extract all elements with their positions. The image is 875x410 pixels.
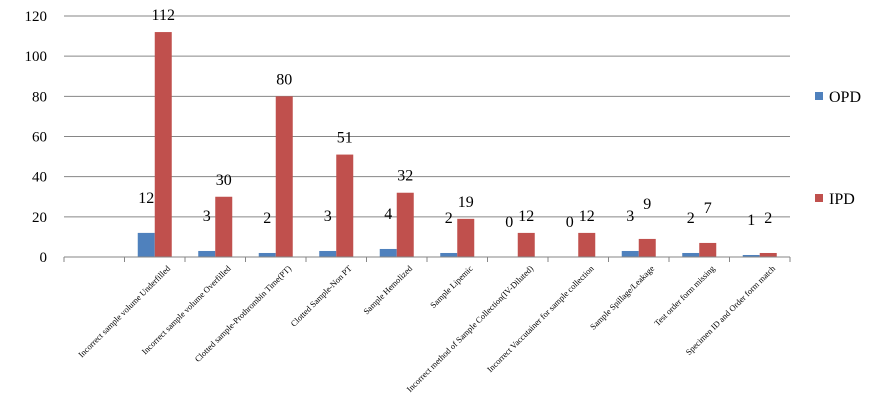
y-tick-label: 20 bbox=[32, 210, 47, 226]
data-label-opd: 2 bbox=[445, 210, 453, 227]
bar-opd bbox=[137, 232, 155, 257]
data-label-ipd: 19 bbox=[458, 194, 474, 211]
data-label-ipd: 51 bbox=[337, 130, 353, 147]
y-tick-label: 80 bbox=[32, 89, 47, 105]
y-tick-label: 120 bbox=[25, 9, 48, 25]
bar-opd bbox=[621, 250, 639, 257]
x-category-label: Test order form missing bbox=[652, 263, 717, 328]
gridlines bbox=[64, 15, 790, 218]
y-tick-label: 100 bbox=[25, 49, 48, 65]
bar-ipd bbox=[336, 154, 354, 257]
x-category-label: Incorrect sample volume Underfilled bbox=[76, 263, 173, 360]
data-label-ipd: 32 bbox=[397, 168, 413, 185]
y-tick-label: 0 bbox=[40, 250, 48, 266]
bar-opd bbox=[742, 254, 760, 257]
x-category-label: Clotted Sample-Non PT bbox=[288, 263, 354, 329]
data-label-ipd: 80 bbox=[276, 71, 292, 88]
data-label-ipd: 12 bbox=[579, 208, 595, 225]
x-category-label: Incorrect Vaccutainer for sample collect… bbox=[485, 263, 596, 374]
bar-ipd bbox=[517, 232, 535, 257]
y-tick-label: 40 bbox=[32, 170, 47, 186]
bar-opd bbox=[440, 252, 458, 257]
y-tick-label: 60 bbox=[32, 130, 47, 146]
data-label-opd: 0 bbox=[505, 214, 513, 231]
data-label-opd: 3 bbox=[324, 208, 332, 225]
data-label-ipd: 12 bbox=[518, 208, 534, 225]
data-label-opd: 0 bbox=[566, 214, 574, 231]
x-category-label: Sample Spillage/Leakage bbox=[588, 263, 656, 331]
x-category-label: Sample Lipemic bbox=[428, 263, 475, 310]
bar-ipd bbox=[275, 96, 293, 257]
bar-ipd bbox=[396, 192, 414, 257]
legend-label-ipd: IPD bbox=[829, 191, 855, 208]
bar-ipd bbox=[638, 238, 656, 257]
data-label-opd: 3 bbox=[203, 208, 211, 225]
data-label-ipd: 112 bbox=[152, 7, 175, 24]
bar-opd bbox=[198, 250, 216, 257]
bar-ipd bbox=[215, 196, 233, 257]
data-label-ipd: 30 bbox=[216, 172, 232, 189]
bar-opd bbox=[682, 252, 700, 257]
bar-opd bbox=[258, 252, 276, 257]
bar-opd bbox=[379, 248, 397, 257]
legend-swatch-ipd bbox=[815, 194, 823, 202]
bar-ipd bbox=[578, 232, 596, 257]
bar-ipd bbox=[457, 218, 475, 257]
data-label-opd: 2 bbox=[263, 210, 271, 227]
data-label-ipd: 7 bbox=[704, 200, 712, 217]
x-category-label: Clotted sample-Prothrombin Time(PT) bbox=[193, 263, 294, 364]
x-axis bbox=[63, 256, 791, 262]
x-category-label: Incorrect method of Sample Collection(IV… bbox=[404, 263, 535, 394]
data-label-opd: 3 bbox=[626, 208, 634, 225]
data-label-ipd: 9 bbox=[643, 196, 651, 213]
data-label-opd: 4 bbox=[384, 206, 392, 223]
bar-ipd bbox=[699, 242, 717, 257]
y-axis-ticks: 0 20 40 60 80 100 120 bbox=[25, 9, 48, 266]
data-label-opd: 2 bbox=[687, 210, 695, 227]
legend-swatch-opd bbox=[815, 92, 823, 100]
data-label-opd: 12 bbox=[138, 190, 154, 207]
data-label-ipd: 2 bbox=[764, 210, 772, 227]
bar-opd bbox=[319, 250, 337, 257]
bar-ipd bbox=[154, 32, 172, 257]
bars bbox=[137, 32, 777, 257]
bar-ipd bbox=[759, 252, 777, 257]
legend: OPD IPD bbox=[815, 89, 861, 208]
x-category-label: Sample Hemolized bbox=[361, 263, 415, 317]
legend-label-opd: OPD bbox=[829, 89, 861, 106]
x-axis-category-labels: Incorrect sample volume Underfilled Incor… bbox=[76, 263, 778, 394]
data-label-opd: 1 bbox=[747, 212, 755, 229]
